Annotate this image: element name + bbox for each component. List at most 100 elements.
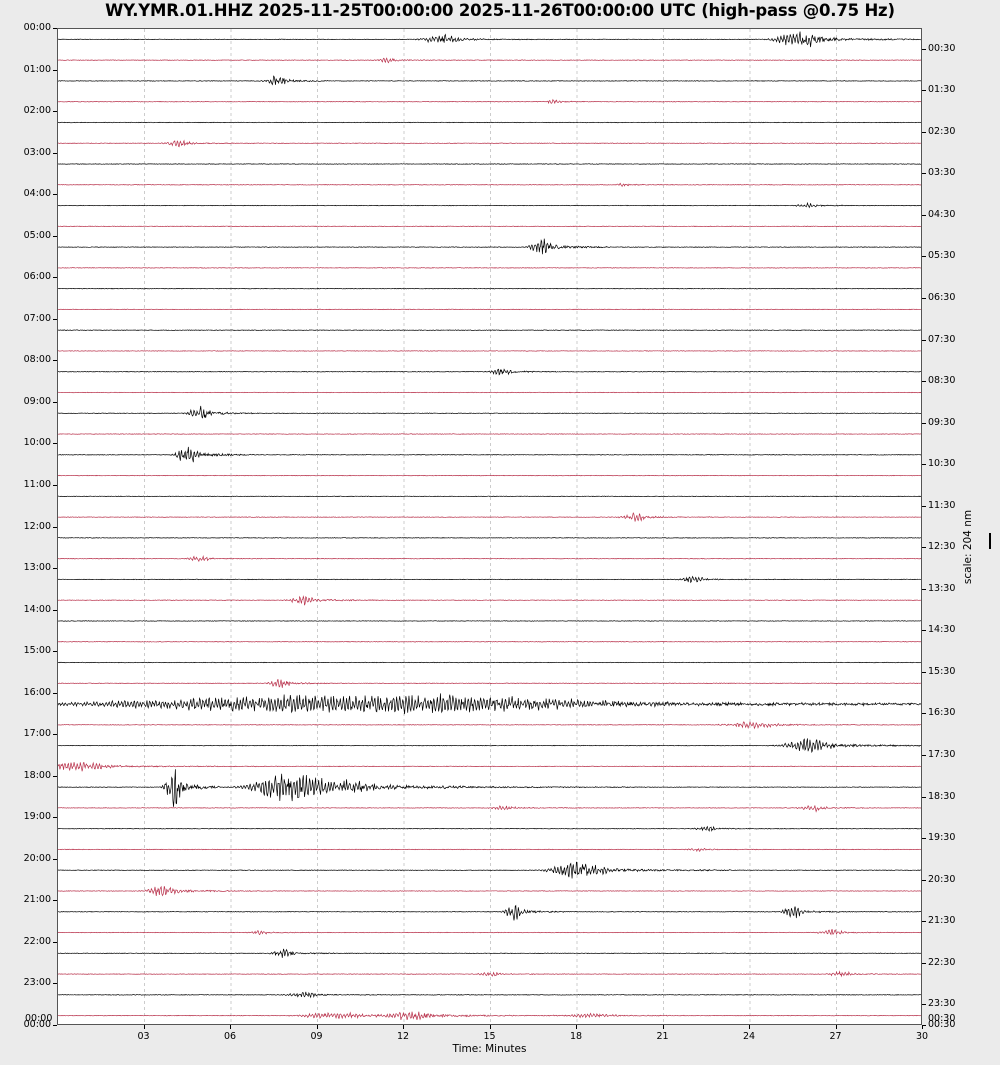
seismic-trace (58, 225, 921, 228)
x-tick-mark (749, 1025, 750, 1029)
seismic-trace (58, 182, 921, 188)
y-tick-mark-left (53, 775, 57, 777)
x-tick-label: 21 (656, 1031, 669, 1042)
seismic-trace (58, 1011, 921, 1021)
y-tick-mark-left (53, 651, 57, 653)
seismic-trace (58, 679, 921, 688)
trace-plot-area[interactable] (57, 28, 922, 1025)
y-tick-mark-right (922, 921, 926, 923)
y-tick-mark-left (53, 360, 57, 362)
y-tick-mark-right (922, 131, 926, 133)
seismic-trace (58, 495, 921, 498)
y-tick-mark-left (53, 401, 57, 403)
y-tick-label-right: 05:30 (928, 250, 956, 262)
y-tick-label-right: 10:30 (928, 458, 956, 470)
seismic-trace (58, 238, 921, 255)
y-tick-mark-left (53, 526, 57, 528)
x-tick-mark (316, 1025, 318, 1029)
y-tick-mark-left (53, 941, 57, 943)
y-tick-mark-left (53, 69, 57, 71)
x-tick-label: 27 (829, 1031, 842, 1042)
y-tick-label-left: 01:00 (23, 63, 51, 75)
seismic-trace (58, 575, 921, 584)
seismic-trace (58, 368, 921, 376)
y-tick-label-left: 12:00 (23, 520, 51, 532)
x-tick-mark (922, 1025, 923, 1029)
x-tick-mark (403, 1025, 404, 1029)
y-tick-label-left: 06:00 (23, 271, 51, 283)
y-tick-label-left: 20:00 (23, 852, 51, 864)
y-tick-mark-right (922, 838, 926, 840)
y-tick-label-right: 09:30 (928, 416, 956, 428)
y-tick-mark-left (53, 692, 57, 694)
seismic-trace (58, 661, 921, 664)
seismic-trace (58, 98, 921, 105)
y-tick-label-left: 05:00 (23, 229, 51, 241)
y-tick-label-left: 23:00 (23, 977, 51, 989)
seismic-trace (58, 620, 921, 622)
x-tick-mark (489, 1025, 491, 1029)
scale-bar-icon (989, 533, 991, 549)
y-tick-mark-right (922, 214, 926, 216)
seismic-trace (58, 761, 921, 772)
y-tick-label-left: 19:00 (23, 811, 51, 823)
seismic-trace (58, 555, 921, 563)
y-tick-label-left: 16:00 (23, 686, 51, 698)
y-tick-label-left: 03:00 (23, 146, 51, 158)
seismic-trace (58, 769, 921, 807)
y-tick-label-right: 12:30 (928, 541, 956, 553)
seismic-trace (58, 693, 921, 715)
y-tick-label-left: 09:00 (23, 395, 51, 407)
y-tick-mark-left (53, 111, 57, 113)
y-tick-label-left: 13:00 (23, 562, 51, 574)
y-tick-mark-left (53, 194, 57, 196)
seismic-trace (58, 446, 921, 463)
y-tick-label-right: 00:30 (928, 42, 956, 54)
y-tick-mark-right (922, 464, 926, 466)
y-tick-label-left: 02:00 (23, 105, 51, 117)
y-tick-mark-left (53, 568, 57, 570)
y-tick-mark-right (922, 1025, 926, 1026)
seismic-trace (58, 738, 921, 754)
y-tick-label-right: 16:30 (928, 707, 956, 719)
y-tick-mark-right (922, 754, 926, 756)
seismic-trace (58, 350, 921, 352)
y-tick-label-right: 13:30 (928, 582, 956, 594)
x-tick-mark (662, 1025, 664, 1029)
y-tick-mark-right (922, 1004, 926, 1006)
seismic-trace (58, 970, 921, 978)
seismic-trace (58, 904, 921, 921)
scale-label: scale: 204 nm (962, 509, 974, 585)
y-tick-mark-left (53, 235, 57, 237)
seismic-trace (58, 31, 921, 48)
y-tick-mark-right (922, 48, 926, 50)
y-tick-label-right: 08:30 (928, 375, 956, 387)
seismic-trace (58, 474, 921, 477)
seismic-trace (58, 57, 921, 64)
y-tick-label-right: 14:30 (928, 624, 956, 636)
x-tick-label: 18 (569, 1031, 583, 1042)
y-tick-label-right: 02:30 (928, 125, 956, 137)
y-tick-mark-left (53, 28, 57, 29)
seismic-trace (58, 201, 921, 209)
y-tick-mark-right (922, 879, 926, 881)
x-tick-mark (230, 1025, 231, 1029)
y-tick-label-left: 10:00 (23, 437, 51, 449)
y-tick-mark-right (922, 256, 926, 258)
seismic-trace (58, 595, 921, 606)
y-tick-mark-left (53, 900, 57, 902)
seismic-trace (58, 885, 921, 897)
x-tick-mark (143, 1025, 145, 1029)
seismic-trace (58, 405, 921, 419)
seismic-trace (58, 721, 921, 730)
y-tick-mark-right (922, 630, 926, 632)
x-tick-label: 12 (396, 1031, 410, 1042)
plot-title: WY.YMR.01.HHZ 2025-11-25T00:00:00 2025-1… (105, 1, 895, 20)
seismic-trace (58, 329, 921, 331)
y-tick-label-left: 04:00 (23, 188, 51, 200)
x-tick-label: 24 (742, 1031, 756, 1042)
y-tick-mark-left (53, 858, 57, 860)
x-tick-mark (835, 1025, 837, 1029)
x-axis-start-label: 00:00 (25, 1013, 53, 1024)
